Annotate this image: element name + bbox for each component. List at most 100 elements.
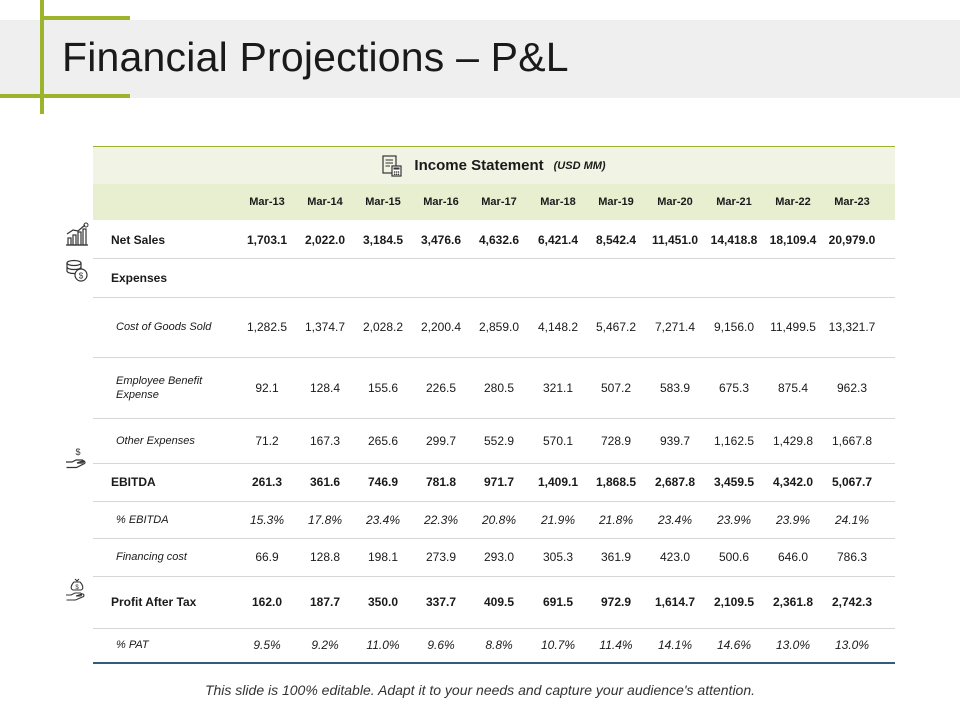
- statement-unit: (USD MM): [553, 159, 606, 172]
- table-cell: 13.0%: [775, 638, 811, 652]
- svg-text:$: $: [75, 585, 79, 591]
- table-cell: 337.7: [425, 595, 457, 609]
- table-header: Income Statement (USD MM): [93, 147, 895, 184]
- table-cell: 128.8: [309, 550, 341, 564]
- table-cell: 8.8%: [485, 638, 513, 652]
- row-label: Cost of Goods Sold: [116, 321, 212, 333]
- table-cell: 14.1%: [657, 638, 693, 652]
- table-row: Cost of Goods Sold 1,282.5 1,374.7 2,028.2 2…: [93, 297, 895, 358]
- table-cell: 570.1: [542, 433, 574, 448]
- table-cell: 22.3%: [423, 512, 459, 527]
- table-cell: 962.3: [836, 380, 868, 395]
- table-cell: 299.7: [425, 433, 457, 448]
- accent-bar-vertical: [40, 0, 44, 114]
- table-cell: 500.6: [718, 550, 750, 564]
- table-cell: 781.8: [425, 475, 457, 489]
- table-cell: 305.3: [542, 550, 574, 564]
- row-label: Profit After Tax: [111, 595, 197, 609]
- table-cell: 409.5: [483, 595, 515, 609]
- table-cell: 23.4%: [657, 512, 693, 527]
- table-cell: 18,109.4: [769, 232, 817, 247]
- row-label: Other Expenses: [116, 434, 195, 447]
- table-cell: 675.3: [718, 380, 750, 395]
- page-title: Financial Projections – P&L: [62, 34, 569, 80]
- row-label: Employee Benefit Expense: [116, 374, 203, 401]
- row-label: Net Sales: [111, 232, 166, 247]
- table-cell: 8,542.4: [595, 232, 637, 247]
- table-cell: 9.5%: [253, 638, 281, 652]
- table-cell: 1,429.8: [772, 433, 814, 448]
- column-header: Mar-23: [834, 196, 870, 208]
- table-cell: 92.1: [255, 380, 279, 395]
- table-cell: 15.3%: [249, 512, 285, 527]
- column-header: Mar-21: [716, 196, 752, 208]
- table-cell: [411, 258, 471, 297]
- table-cell: 321.1: [542, 380, 574, 395]
- column-header: Mar-19: [598, 196, 634, 208]
- table-cell: 1,703.1: [246, 232, 288, 247]
- column-header: Mar-13: [249, 196, 285, 208]
- table-cell: 875.4: [777, 380, 809, 395]
- table-cell: 1,614.7: [654, 595, 696, 609]
- table-cell: 198.1: [367, 550, 399, 564]
- table-cell: 9.6%: [427, 638, 455, 652]
- table-cell: 13.0%: [834, 638, 870, 652]
- table-cell: 507.2: [600, 380, 632, 395]
- table-cell: 71.2: [255, 433, 279, 448]
- table-cell: 4,148.2: [537, 320, 579, 334]
- table-row: Financing cost 66.9 128.8 198.1 273.9 293.0 30…: [93, 538, 895, 577]
- column-header: Mar-18: [540, 196, 576, 208]
- accent-bar-horizontal: [0, 94, 130, 98]
- table-cell: 293.0: [483, 550, 515, 564]
- table-cell: 1,667.8: [831, 433, 873, 448]
- table-row: Profit After Tax 162.0 187.7 350.0 337.7 409.…: [93, 576, 895, 629]
- row-label: Financing cost: [116, 551, 187, 563]
- table-cell: 361.9: [600, 550, 632, 564]
- table-cell: 691.5: [542, 595, 574, 609]
- table-cell: 21.8%: [598, 512, 634, 527]
- table-cell: 786.3: [836, 550, 868, 564]
- table-cell: 66.9: [255, 550, 279, 564]
- table-cell: 10.7%: [540, 638, 576, 652]
- column-header: Mar-14: [307, 196, 343, 208]
- table-cell: 2,022.0: [304, 232, 346, 247]
- svg-text:$: $: [79, 272, 84, 281]
- table-cell: 646.0: [777, 550, 809, 564]
- table-bottom-rule: [93, 662, 895, 664]
- table-cell: [704, 258, 764, 297]
- table-cell: 2,028.2: [362, 320, 404, 334]
- table-cell: 11.4%: [599, 638, 633, 652]
- table-cell: 11,451.0: [651, 232, 699, 247]
- table-cell: 4,632.6: [478, 232, 520, 247]
- table-cell: 11,499.5: [770, 320, 816, 334]
- table-cell: 265.6: [367, 433, 399, 448]
- column-header: Mar-20: [657, 196, 693, 208]
- table-row: Other Expenses 71.2 167.3 265.6 299.7 552.9 57…: [93, 418, 895, 464]
- table-cell: 6,421.4: [537, 232, 579, 247]
- table-cell: 728.9: [600, 433, 632, 448]
- row-label: EBITDA: [111, 475, 156, 489]
- table-cell: 9,156.0: [713, 320, 755, 334]
- table-cell: 2,109.5: [713, 595, 755, 609]
- table-row: Expenses: [93, 258, 895, 298]
- table-cell: 2,687.8: [654, 475, 696, 489]
- column-header: Mar-17: [481, 196, 517, 208]
- table-row: Employee Benefit Expense 92.1 128.4 155.6 22…: [93, 357, 895, 419]
- table-cell: 5,067.7: [831, 475, 873, 489]
- table-cell: 23.9%: [716, 512, 752, 527]
- table-cell: 423.0: [659, 550, 691, 564]
- table-cell: 972.9: [600, 595, 632, 609]
- table-cell: 14,418.8: [710, 232, 758, 247]
- column-header: Mar-22: [775, 196, 811, 208]
- table-cell: 350.0: [367, 595, 399, 609]
- table-row: EBITDA 261.3 361.6 746.9 781.8 971.7 1,409.1 1,…: [93, 463, 895, 502]
- table-cell: 1,162.5: [713, 433, 755, 448]
- table-cell: [645, 258, 705, 297]
- table-cell: 9.2%: [311, 638, 339, 652]
- table-cell: 939.7: [659, 433, 691, 448]
- column-header: Mar-15: [365, 196, 401, 208]
- table-cell: 128.4: [309, 380, 341, 395]
- table-cell: 23.9%: [775, 512, 811, 527]
- table-cell: [763, 258, 823, 297]
- table-cell: 20.8%: [481, 512, 517, 527]
